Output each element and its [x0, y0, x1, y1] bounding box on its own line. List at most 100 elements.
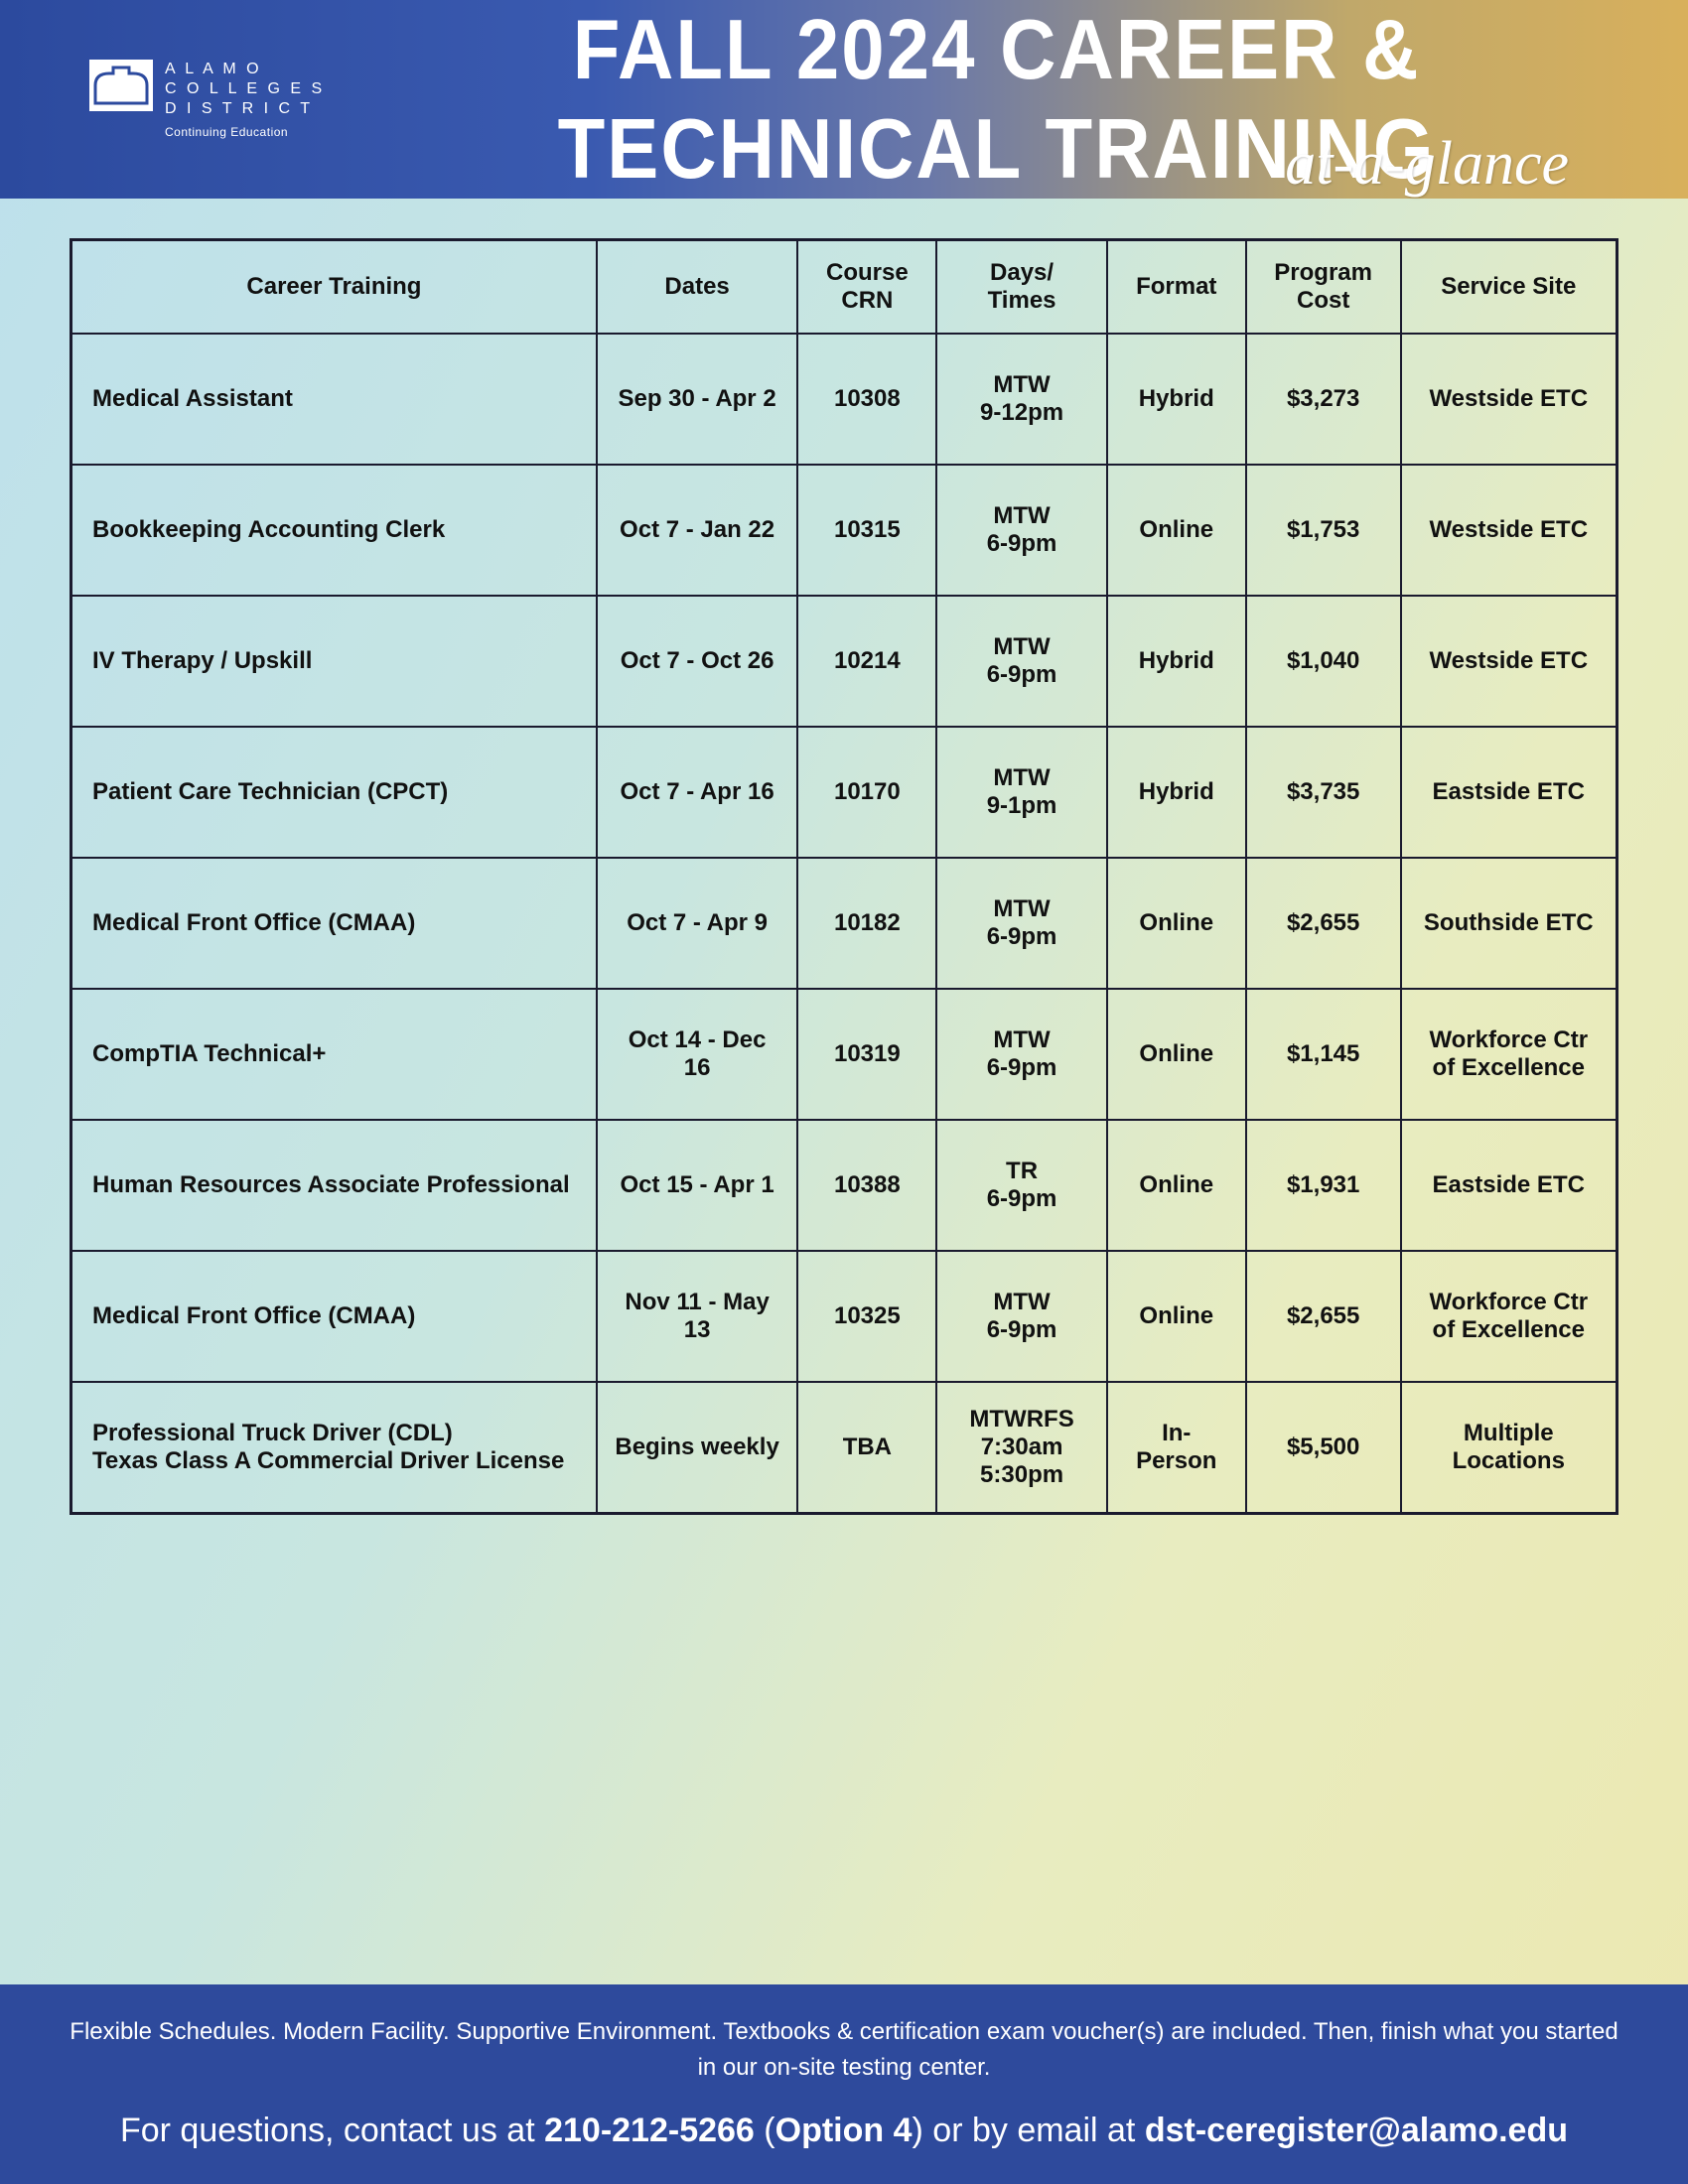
alamo-logo-icon [89, 60, 153, 111]
table-cell: Oct 14 - Dec 16 [597, 989, 797, 1120]
footer: Flexible Schedules. Modern Facility. Sup… [0, 1984, 1688, 2184]
col-header: ProgramCost [1246, 240, 1401, 335]
org-line3: D I S T R I C T [165, 100, 313, 117]
table-cell: MTW6-9pm [936, 596, 1106, 727]
table-cell: $3,735 [1246, 727, 1401, 858]
logo-block: A L A M O C O L L E G E S D I S T R I C … [89, 60, 325, 139]
org-line2: C O L L E G E S [165, 80, 325, 97]
table-cell: Human Resources Associate Professional [71, 1120, 597, 1251]
col-header: Service Site [1401, 240, 1618, 335]
table-cell: Online [1107, 858, 1246, 989]
table-cell: 10182 [797, 858, 936, 989]
org-sub: Continuing Education [165, 125, 325, 139]
footer-contact: For questions, contact us at 210-212-526… [60, 2112, 1628, 2150]
table-cell: Sep 30 - Apr 2 [597, 334, 797, 465]
table-cell: Hybrid [1107, 596, 1246, 727]
table-cell: Bookkeeping Accounting Clerk [71, 465, 597, 596]
table-row: Medical AssistantSep 30 - Apr 210308MTW9… [71, 334, 1618, 465]
table-cell: Oct 7 - Oct 26 [597, 596, 797, 727]
table-cell: TR6-9pm [936, 1120, 1106, 1251]
table-cell: Hybrid [1107, 727, 1246, 858]
table-cell: Medical Front Office (CMAA) [71, 1251, 597, 1382]
table-cell: Professional Truck Driver (CDL)Texas Cla… [71, 1382, 597, 1513]
contact-phone: 210-212-5266 [544, 2112, 755, 2149]
table-cell: MTW6-9pm [936, 1251, 1106, 1382]
header-row: Career TrainingDatesCourseCRNDays/TimesF… [71, 240, 1618, 335]
table-cell: MTW9-1pm [936, 727, 1106, 858]
table-cell: 10315 [797, 465, 936, 596]
org-line1: A L A M O [165, 61, 262, 77]
contact-email: dst-ceregister@alamo.edu [1145, 2112, 1568, 2149]
table-cell: Begins weekly [597, 1382, 797, 1513]
table-cell: $1,753 [1246, 465, 1401, 596]
table-cell: Eastside ETC [1401, 1120, 1618, 1251]
table-row: Patient Care Technician (CPCT)Oct 7 - Ap… [71, 727, 1618, 858]
table-cell: $1,040 [1246, 596, 1401, 727]
table-cell: Westside ETC [1401, 465, 1618, 596]
table-cell: $2,655 [1246, 1251, 1401, 1382]
table-head: Career TrainingDatesCourseCRNDays/TimesF… [71, 240, 1618, 335]
table-cell: Multiple Locations [1401, 1382, 1618, 1513]
table-cell: 10319 [797, 989, 936, 1120]
table-row: Professional Truck Driver (CDL)Texas Cla… [71, 1382, 1618, 1513]
table-cell: 10325 [797, 1251, 936, 1382]
contact-option-open: ( [755, 2112, 775, 2149]
table-cell: Oct 7 - Apr 9 [597, 858, 797, 989]
table-row: Bookkeeping Accounting ClerkOct 7 - Jan … [71, 465, 1618, 596]
table-cell: Medical Assistant [71, 334, 597, 465]
table-row: CompTIA Technical+Oct 14 - Dec 1610319MT… [71, 989, 1618, 1120]
table-cell: $1,931 [1246, 1120, 1401, 1251]
header-bar: A L A M O C O L L E G E S D I S T R I C … [0, 0, 1688, 199]
table-cell: Hybrid [1107, 334, 1246, 465]
table-cell: Oct 7 - Apr 16 [597, 727, 797, 858]
table-cell: TBA [797, 1382, 936, 1513]
table-cell: 10388 [797, 1120, 936, 1251]
table-cell: 10308 [797, 334, 936, 465]
table-cell: Medical Front Office (CMAA) [71, 858, 597, 989]
table-cell: Workforce Ctr of Excellence [1401, 989, 1618, 1120]
table-body: Medical AssistantSep 30 - Apr 210308MTW9… [71, 334, 1618, 1513]
table-cell: 10170 [797, 727, 936, 858]
table-cell: $2,655 [1246, 858, 1401, 989]
table-cell: Nov 11 - May 13 [597, 1251, 797, 1382]
table-cell: MTW6-9pm [936, 465, 1106, 596]
table-cell: $5,500 [1246, 1382, 1401, 1513]
table-cell: Westside ETC [1401, 596, 1618, 727]
table-row: IV Therapy / UpskillOct 7 - Oct 2610214M… [71, 596, 1618, 727]
table-cell: Southside ETC [1401, 858, 1618, 989]
table-cell: Online [1107, 989, 1246, 1120]
col-header: Career Training [71, 240, 597, 335]
table-cell: MTW9-12pm [936, 334, 1106, 465]
table-row: Human Resources Associate ProfessionalOc… [71, 1120, 1618, 1251]
table-cell: CompTIA Technical+ [71, 989, 597, 1120]
page-subtitle: at-a-glance [1285, 129, 1569, 200]
col-header: Format [1107, 240, 1246, 335]
table-cell: In-Person [1107, 1382, 1246, 1513]
table-cell: MTWRFS7:30am5:30pm [936, 1382, 1106, 1513]
table-cell: 10214 [797, 596, 936, 727]
contact-mid: ) or by email at [913, 2112, 1145, 2149]
col-header: Days/Times [936, 240, 1106, 335]
col-header: CourseCRN [797, 240, 936, 335]
table-cell: Online [1107, 1120, 1246, 1251]
footer-tagline: Flexible Schedules. Modern Facility. Sup… [60, 2014, 1628, 2086]
table-cell: Eastside ETC [1401, 727, 1618, 858]
table-cell: $1,145 [1246, 989, 1401, 1120]
logo-text: A L A M O C O L L E G E S D I S T R I C … [165, 60, 325, 139]
table-cell: IV Therapy / Upskill [71, 596, 597, 727]
contact-prefix: For questions, contact us at [120, 2112, 544, 2149]
table-row: Medical Front Office (CMAA)Oct 7 - Apr 9… [71, 858, 1618, 989]
table-cell: MTW6-9pm [936, 858, 1106, 989]
table-cell: Patient Care Technician (CPCT) [71, 727, 597, 858]
table-container: Career TrainingDatesCourseCRNDays/TimesF… [0, 199, 1688, 1515]
table-cell: MTW6-9pm [936, 989, 1106, 1120]
table-row: Medical Front Office (CMAA)Nov 11 - May … [71, 1251, 1618, 1382]
col-header: Dates [597, 240, 797, 335]
table-cell: Oct 7 - Jan 22 [597, 465, 797, 596]
table-cell: Online [1107, 465, 1246, 596]
courses-table: Career TrainingDatesCourseCRNDays/TimesF… [70, 238, 1618, 1515]
contact-option: Option 4 [775, 2112, 913, 2149]
table-cell: $3,273 [1246, 334, 1401, 465]
table-cell: Oct 15 - Apr 1 [597, 1120, 797, 1251]
table-cell: Westside ETC [1401, 334, 1618, 465]
